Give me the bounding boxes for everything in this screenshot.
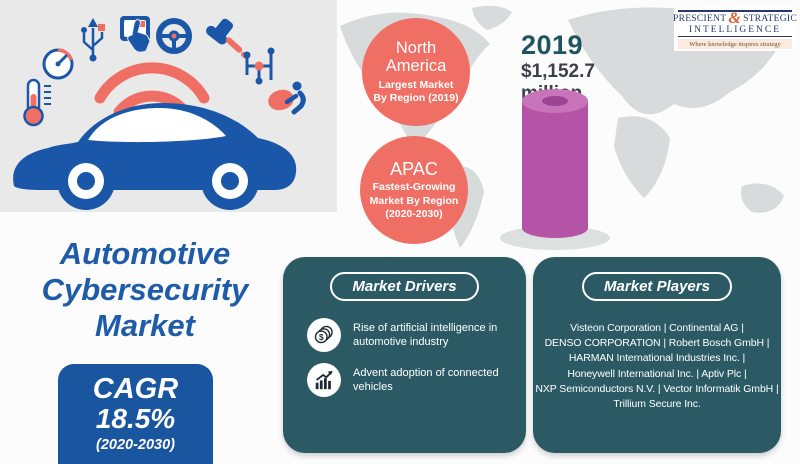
cylinder-bar-2019 xyxy=(522,89,588,238)
player-list: Visteon Corporation | Continental AG | D… xyxy=(533,321,781,412)
car-icon xyxy=(13,103,297,210)
map-greenland xyxy=(472,5,512,30)
market-value: $1,152.7 xyxy=(521,61,595,82)
market-drivers-heading: Market Drivers xyxy=(330,272,479,301)
market-players-panel: Market Players Visteon Corporation | Con… xyxy=(533,257,781,453)
driver-item: $ Rise of artificial intelligence in aut… xyxy=(307,318,526,352)
car-scene xyxy=(13,16,306,210)
player-line: Honeywell International Inc. | Aptiv Plc… xyxy=(567,367,747,380)
bubble-title: APAC xyxy=(390,159,438,180)
player-line: Visteon Corporation | Continental AG | xyxy=(570,322,744,334)
player-line: NXP Semiconductors N.V. | Vector Informa… xyxy=(535,382,779,395)
bubble-subtitle: Market By Region xyxy=(369,194,459,207)
bubble-title: North America xyxy=(385,38,447,76)
thermometer-icon xyxy=(23,78,51,127)
page-title: Automotive Cybersecurity Market xyxy=(10,236,280,344)
connected-car-illustration xyxy=(0,0,337,212)
logo-intelligence: INTELLIGENCE xyxy=(688,24,782,35)
map-africa xyxy=(614,116,670,198)
map-australia xyxy=(741,183,784,213)
driver-list: $ Rise of artificial intelligence in aut… xyxy=(307,318,526,397)
market-drivers-panel: Market Drivers $ Rise of artificial inte… xyxy=(283,257,526,453)
usb-icon xyxy=(81,18,105,62)
bubble-subtitle: Largest Market xyxy=(378,78,454,91)
logo-strategic: STRATEGIC xyxy=(743,13,798,24)
player-line: Trillium Secure Inc. xyxy=(613,398,701,411)
driver-text: Rise of artificial intelligence in autom… xyxy=(353,321,498,348)
bubble-subtitle: Fastest-Growing xyxy=(372,181,456,194)
logo-tagline: Where knowledge inspires strategy xyxy=(678,39,792,49)
title-line: Market xyxy=(95,307,195,343)
driver-text: Advent adoption of connected vehicles xyxy=(353,366,499,393)
player-line: DENSO CORPORATION | Robert Bosch GmbH | xyxy=(544,337,770,350)
touchscreen-hand-icon xyxy=(120,16,151,53)
logo-rule xyxy=(678,35,792,37)
logo-rule xyxy=(678,10,792,12)
psi-logo: PRESCIENT & STRATEGIC INTELLIGENCE Where… xyxy=(673,6,797,51)
north-america-bubble: North America Largest Market By Region (… xyxy=(362,18,470,126)
cagr-value: 18.5% xyxy=(95,403,176,435)
logo-ampersand: & xyxy=(728,9,742,27)
cagr-label: CAGR xyxy=(92,373,179,405)
bubble-subtitle: (2020-2030) xyxy=(385,207,443,220)
speedometer-icon xyxy=(42,48,74,80)
gear-shifter-icon xyxy=(243,47,275,85)
logo-line1: PRESCIENT & STRATEGIC xyxy=(673,9,797,27)
title-line: Cybersecurity xyxy=(41,271,249,307)
dollar-glyph: $ xyxy=(319,333,324,342)
market-players-heading: Market Players xyxy=(582,272,732,301)
driver-item: Advent adoption of connected vehicles xyxy=(307,363,526,397)
steering-wheel-icon xyxy=(156,18,192,54)
year-label: 2019 xyxy=(521,30,584,60)
apac-bubble: APAC Fastest-Growing Market By Region (2… xyxy=(360,136,468,244)
coins-icon: $ xyxy=(307,318,341,352)
cagr-box: CAGR 18.5% (2020-2030) xyxy=(58,364,213,464)
bubble-subtitle: By Region (2019) xyxy=(373,91,459,104)
growth-chart-icon xyxy=(307,363,341,397)
cagr-period: (2020-2030) xyxy=(96,437,175,454)
logo-prescient: PRESCIENT xyxy=(672,13,727,24)
player-line: HARMAN International Industries Inc. | xyxy=(568,352,746,365)
airbag-icon xyxy=(268,81,306,115)
pedal-icon xyxy=(206,18,249,59)
title-line: Automotive xyxy=(59,236,231,271)
